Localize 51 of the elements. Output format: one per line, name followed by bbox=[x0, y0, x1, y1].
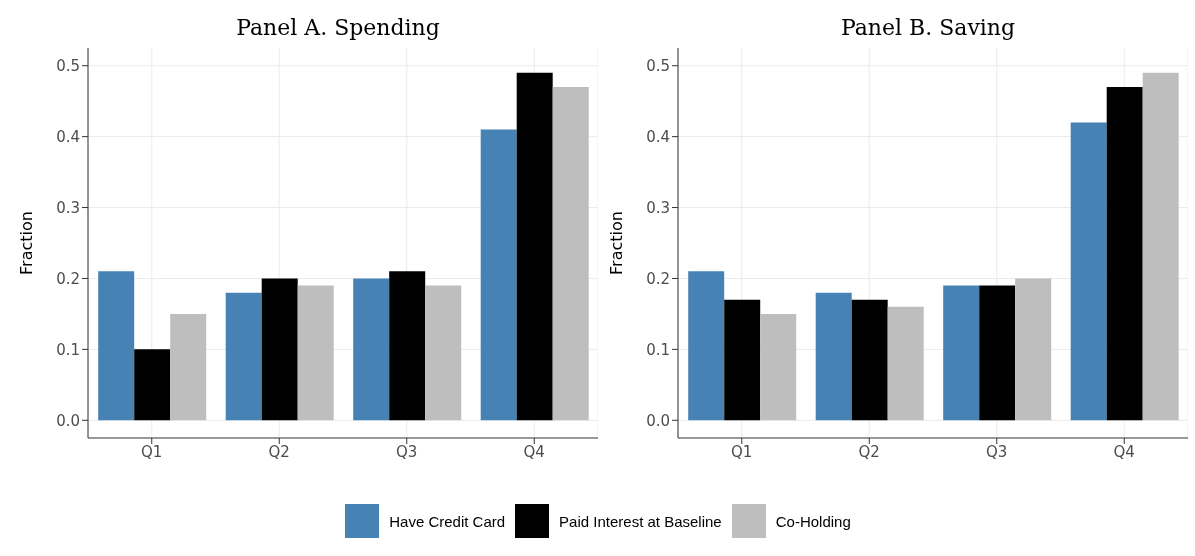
x-tick-label: Q4 bbox=[523, 442, 545, 461]
bar bbox=[98, 271, 135, 421]
bar bbox=[134, 349, 171, 421]
bar bbox=[516, 72, 553, 421]
y-tick-label: 0.3 bbox=[56, 198, 80, 217]
x-tick-label: Q1 bbox=[141, 442, 163, 461]
legend-label: Co-Holding bbox=[775, 512, 851, 530]
y-tick-label: 0.4 bbox=[56, 127, 80, 146]
y-axis-title: Fraction bbox=[606, 211, 626, 275]
bar bbox=[1070, 122, 1107, 421]
x-tick-label: Q2 bbox=[858, 442, 880, 461]
x-tick-label: Q2 bbox=[268, 442, 290, 461]
bar bbox=[815, 292, 852, 421]
x-tick-label: Q3 bbox=[986, 442, 1008, 461]
bar bbox=[688, 271, 725, 421]
y-tick-label: 0.2 bbox=[56, 269, 80, 288]
bar bbox=[480, 129, 517, 421]
y-tick-label: 0.0 bbox=[56, 411, 80, 430]
chart-title: Panel A. Spending bbox=[235, 14, 441, 42]
bar bbox=[552, 87, 589, 421]
y-tick-label: 0.0 bbox=[646, 411, 670, 430]
x-tick-label: Q4 bbox=[1113, 442, 1135, 461]
bar bbox=[887, 306, 924, 421]
bar bbox=[1142, 72, 1179, 421]
x-tick-label: Q3 bbox=[396, 442, 418, 461]
y-axis-title: Fraction bbox=[16, 211, 36, 275]
y-tick-label: 0.1 bbox=[646, 340, 670, 359]
bar bbox=[979, 285, 1016, 421]
bar bbox=[425, 285, 462, 421]
legend-label: Paid Interest at Baseline bbox=[559, 512, 722, 530]
bar bbox=[353, 278, 390, 421]
y-tick-label: 0.5 bbox=[56, 57, 80, 76]
y-tick-label: 0.4 bbox=[646, 127, 670, 146]
y-tick-label: 0.3 bbox=[646, 198, 670, 217]
y-tick-label: 0.2 bbox=[646, 269, 670, 288]
bar bbox=[297, 285, 334, 421]
bar bbox=[389, 271, 426, 421]
bar bbox=[261, 278, 298, 421]
bar bbox=[943, 285, 980, 421]
bar bbox=[1015, 278, 1052, 421]
chart-title: Panel B. Saving bbox=[839, 14, 1017, 42]
x-tick-label: Q1 bbox=[731, 442, 753, 461]
y-tick-label: 0.1 bbox=[56, 340, 80, 359]
bar bbox=[851, 299, 888, 421]
bar bbox=[760, 313, 797, 421]
bar bbox=[724, 299, 761, 421]
y-tick-label: 0.5 bbox=[646, 57, 670, 76]
bar bbox=[225, 292, 262, 421]
legend-label: Have Credit Card bbox=[389, 512, 506, 530]
bar bbox=[170, 313, 207, 421]
bar bbox=[1106, 87, 1143, 421]
